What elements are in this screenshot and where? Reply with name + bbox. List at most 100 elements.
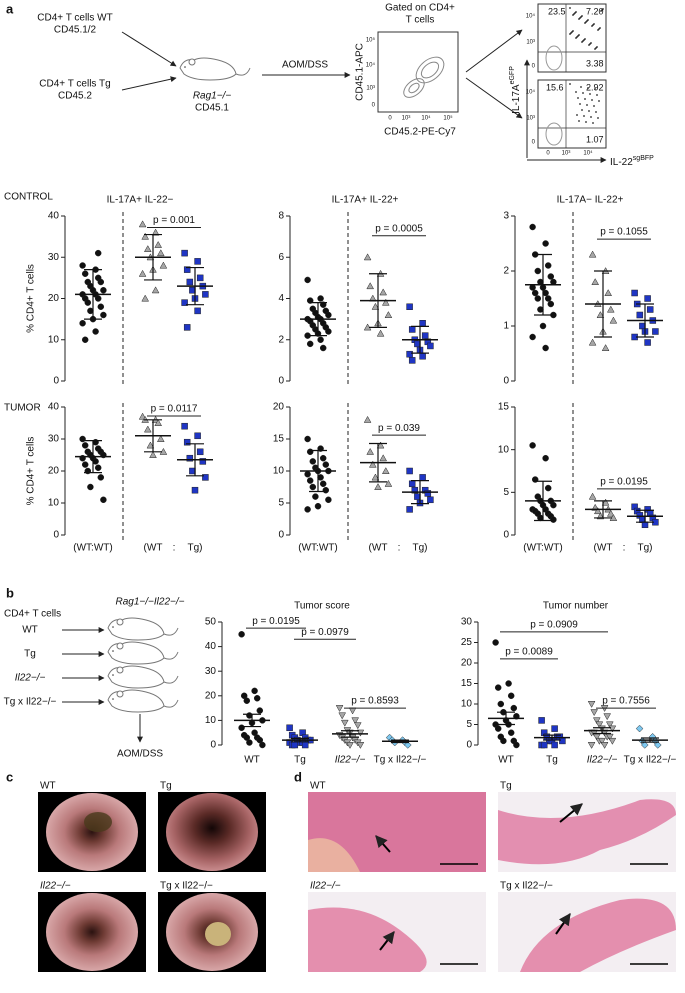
- dot: [419, 353, 426, 360]
- dot: [654, 741, 662, 749]
- dot: [544, 295, 552, 302]
- flow-tick-label: 0: [388, 116, 392, 122]
- y-tick-label: 0: [503, 376, 509, 387]
- dot: [246, 739, 253, 746]
- dot: [542, 240, 549, 247]
- y-tick-label: 40: [48, 402, 60, 413]
- y-tick-label: 50: [205, 617, 217, 628]
- dot: [154, 240, 163, 248]
- dot: [587, 701, 596, 708]
- panel-d: WT Tg Il22−/− Tg x Il22−/−: [308, 781, 676, 972]
- dot: [238, 724, 245, 732]
- image-label: WT: [310, 781, 326, 792]
- panel-label: b: [6, 585, 14, 600]
- flow-event: [584, 22, 586, 24]
- y-tick-label: 20: [273, 402, 285, 413]
- y-tick-label: 20: [48, 293, 60, 304]
- flow-event: [594, 88, 596, 90]
- dot: [534, 295, 542, 302]
- dot: [81, 270, 89, 277]
- dot: [606, 509, 615, 517]
- y-tick-label: 1: [503, 321, 509, 332]
- dot: [306, 477, 314, 484]
- dot: [379, 454, 388, 462]
- flow-tick-label: 10⁴: [526, 13, 536, 20]
- y-tick-label: 0: [210, 740, 216, 751]
- dot: [335, 705, 344, 713]
- dot: [363, 415, 372, 423]
- flow-plot: [537, 79, 607, 149]
- dot: [419, 474, 426, 481]
- dot: [143, 245, 152, 252]
- arrow: [465, 77, 523, 119]
- flow-event: [569, 7, 571, 9]
- dot: [338, 712, 347, 720]
- panel-label: a: [6, 1, 14, 16]
- flow-event: [586, 104, 588, 106]
- flow-event: [581, 41, 583, 43]
- flow-event: [597, 29, 599, 31]
- dot: [497, 700, 505, 708]
- dot: [138, 269, 147, 277]
- dot: [183, 438, 191, 446]
- y-tick-label: 40: [205, 641, 217, 652]
- endoscopy-view: [166, 793, 258, 871]
- dot: [348, 707, 357, 715]
- flow-tick-label: 10⁵: [366, 37, 376, 44]
- dot: [202, 291, 209, 298]
- dot: [202, 474, 209, 481]
- p-value: p = 0.0909: [530, 619, 578, 630]
- p-value: p = 0.001: [153, 215, 195, 226]
- y-tick-label: 10: [273, 466, 285, 477]
- tissue: [308, 907, 427, 972]
- arrow: [121, 31, 177, 67]
- dot: [256, 707, 264, 714]
- flow-event: [582, 92, 584, 94]
- dot: [381, 467, 390, 474]
- flow-event: [590, 116, 592, 118]
- dot: [636, 311, 644, 319]
- tissue: [498, 799, 676, 865]
- flow-event: [595, 111, 597, 113]
- dot: [494, 684, 502, 691]
- donor-label: CD4+ T cells Tg: [39, 79, 110, 90]
- dot: [590, 709, 599, 717]
- row-label: CONTROL: [4, 192, 53, 203]
- gate-label: T cells: [406, 15, 435, 26]
- dot: [500, 737, 507, 745]
- dot: [421, 332, 429, 339]
- dot: [356, 742, 365, 749]
- arrow: [379, 931, 395, 951]
- dot: [379, 288, 388, 296]
- dot: [301, 741, 309, 749]
- dot: [304, 435, 311, 443]
- donor-label: CD45.2: [58, 91, 92, 102]
- dot: [304, 506, 311, 513]
- flow-event: [592, 122, 594, 124]
- dot: [601, 498, 610, 506]
- dot: [531, 289, 539, 297]
- y-tick-label: 20: [461, 658, 473, 669]
- donor-label: CD4+ T cells WT: [37, 13, 112, 24]
- group-label: Tg: [24, 649, 36, 660]
- dot: [286, 724, 293, 732]
- flow-event: [576, 114, 578, 116]
- flow-tick-label: 0: [532, 64, 536, 70]
- dot: [547, 300, 555, 308]
- dot: [593, 507, 602, 515]
- dot: [384, 311, 393, 318]
- dot: [314, 502, 322, 510]
- dot: [538, 717, 545, 724]
- dot: [87, 483, 94, 491]
- flow-tick-label: 0: [372, 103, 376, 109]
- flow-event: [587, 87, 589, 89]
- dot: [600, 742, 609, 749]
- panel-c: WT Tg Il22−/− Tg x Il22−/−: [38, 781, 266, 972]
- y-tick-label: 0: [466, 740, 472, 751]
- dot: [325, 311, 332, 319]
- dot: [408, 480, 416, 488]
- dot: [646, 306, 654, 313]
- arrow: [559, 803, 583, 823]
- dot: [181, 299, 188, 306]
